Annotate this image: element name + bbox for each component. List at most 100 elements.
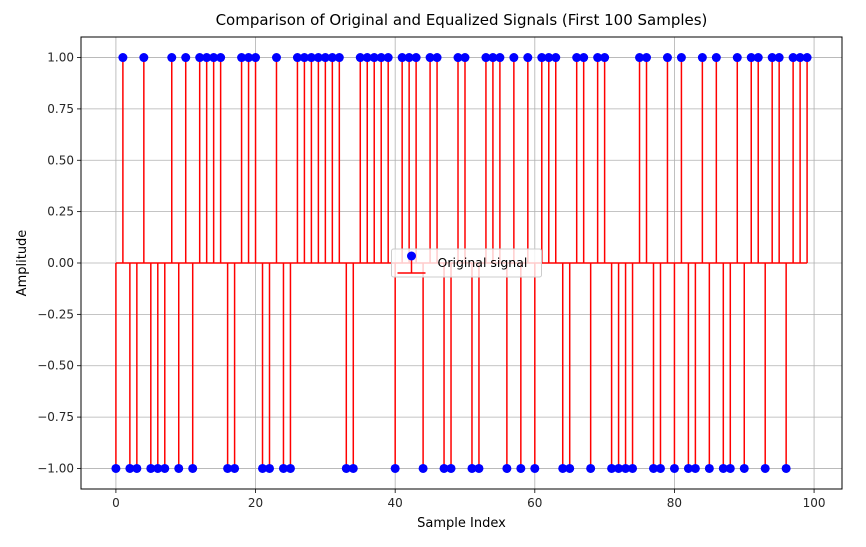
stem-marker [334,53,344,63]
stem-marker [474,463,484,473]
stem-marker [320,53,330,63]
y-tick-label: 0.00 [47,256,74,270]
stem-marker [118,53,128,63]
stem-marker [188,463,198,473]
stem-marker [390,463,400,473]
stem-marker [369,53,379,63]
stem-marker [355,53,365,63]
stem-marker [683,463,693,473]
stem-marker [662,53,672,63]
stem-marker [202,53,212,63]
y-tick-label: 0.75 [47,102,74,116]
stem-marker [718,463,728,473]
stem-marker [432,53,442,63]
stem-marker [509,53,519,63]
stem-marker [495,53,505,63]
stem-marker [258,463,268,473]
y-tick-label: −1.00 [37,461,74,475]
stem-marker [732,53,742,63]
stem-marker [237,53,247,63]
stem-marker [411,53,421,63]
stem-marker [481,53,491,63]
stem-marker [725,463,735,473]
stem-marker [579,53,589,63]
markers [111,53,812,473]
stem-marker [160,463,170,473]
stem-marker [125,463,135,473]
stem-marker [767,53,777,63]
stem-marker [383,53,393,63]
stem-marker [537,53,547,63]
y-axis-label: Amplitude [15,230,30,297]
stem-marker [299,53,309,63]
stem-marker [690,463,700,473]
stem-marker [621,463,631,473]
x-tick-label: 40 [388,496,403,510]
stem-marker [516,463,526,473]
y-tick-label: −0.75 [37,410,74,424]
stem-marker [425,53,435,63]
stem-marker [586,463,596,473]
stem-marker [802,53,812,63]
stem-marker [565,463,575,473]
stem-marker [551,53,561,63]
stem-marker [223,463,233,473]
x-tick-label: 80 [667,496,682,510]
x-tick-label: 0 [112,496,120,510]
stem-marker [697,53,707,63]
stem-marker [655,463,665,473]
stem-marker [244,53,254,63]
stem-marker [271,53,281,63]
legend-label: Original signal [438,255,528,270]
legend: Original signal [391,248,542,278]
stem-marker [306,53,316,63]
stem-marker [460,53,470,63]
stem-marker [704,463,714,473]
stem-marker [313,53,323,63]
y-tick-label: 0.50 [47,153,74,167]
stem-marker [467,463,477,473]
stem-marker [739,463,749,473]
x-tick-label: 60 [527,496,542,510]
legend-box [391,248,542,278]
stem-marker [167,53,177,63]
y-tick-label: 0.25 [47,205,74,219]
stem-marker [453,53,463,63]
stem-marker [746,53,756,63]
stem-marker [397,53,407,63]
stem-marker [781,463,791,473]
stem-marker [676,53,686,63]
y-tick-label: −0.50 [37,359,74,373]
stem-marker [132,463,142,473]
stem-marker [265,463,275,473]
stem-marker [404,53,414,63]
stem-marker [648,463,658,473]
stem-marker [174,463,184,473]
x-tick-label: 20 [248,496,263,510]
stem-marker [753,53,763,63]
stem-marker [446,463,456,473]
stem-marker [362,53,372,63]
x-axis-label: Sample Index [417,516,506,531]
y-axis-ticks: −1.00 −0.75 −0.50 −0.25 0.00 0.25 0.50 0.75 1.00 [37,51,81,475]
stem-marker [593,53,603,63]
stem-marker [327,53,337,63]
stem-marker [278,463,288,473]
stem-marker [544,53,554,63]
stem-marker [488,53,498,63]
stem-marker [642,53,652,63]
stem-marker [558,463,568,473]
x-axis-ticks: 0 20 40 60 80 100 [112,489,826,510]
stem-marker [195,53,205,63]
stem-marker [614,463,624,473]
stem-marker [530,463,540,473]
stem-marker [285,463,295,473]
stem-marker [209,53,219,63]
y-tick-label: 1.00 [47,51,74,65]
legend-marker [407,251,416,261]
stem-marker [669,463,679,473]
stem-marker [502,463,512,473]
chart-title: Comparison of Original and Equalized Sig… [216,11,708,29]
stem-marker [607,463,617,473]
stem-marker [292,53,302,63]
